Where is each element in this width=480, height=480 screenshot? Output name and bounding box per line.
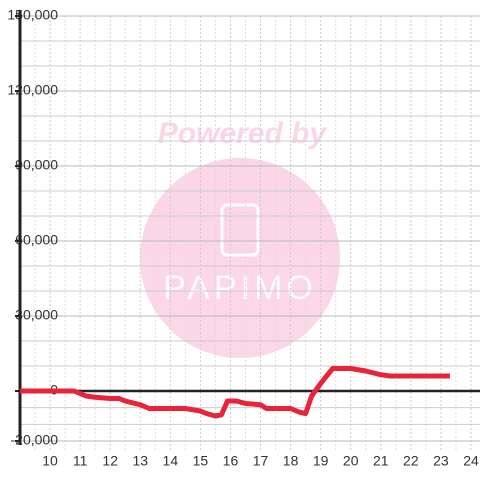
- x-tick-label: 17: [253, 453, 269, 469]
- x-tick-label: 10: [42, 453, 58, 469]
- x-tick-label: 21: [373, 453, 389, 469]
- x-tick-label: 14: [163, 453, 179, 469]
- watermark-text: Powered by: [158, 117, 328, 150]
- x-tick-label: 20: [343, 453, 359, 469]
- watermark: Powered by: [140, 117, 340, 358]
- watermark-logo: PAPIMO: [163, 269, 317, 307]
- x-tick-label: 16: [223, 453, 239, 469]
- y-tick-label: -20,000: [11, 432, 59, 448]
- x-tick-label: 15: [193, 453, 209, 469]
- watermark-circle: [140, 158, 340, 358]
- y-tick-label: 60,000: [15, 232, 58, 248]
- y-tick-label: 30,000: [15, 307, 58, 323]
- x-tick-label: 11: [73, 453, 88, 469]
- watermark-icon: [220, 203, 260, 257]
- y-tick-label: 90,000: [15, 157, 58, 173]
- x-tick-label: 24: [463, 453, 479, 469]
- x-tick-label: 13: [132, 453, 148, 469]
- y-tick-label: 150,000: [7, 7, 58, 23]
- x-tick-label: 19: [313, 453, 329, 469]
- x-tick-label: 12: [102, 453, 118, 469]
- x-tick-label: 23: [433, 453, 449, 469]
- x-tick-label: 22: [403, 453, 419, 469]
- line-series: [20, 366, 450, 419]
- y-tick-label: 120,000: [7, 82, 58, 98]
- x-tick-label: 18: [283, 453, 299, 469]
